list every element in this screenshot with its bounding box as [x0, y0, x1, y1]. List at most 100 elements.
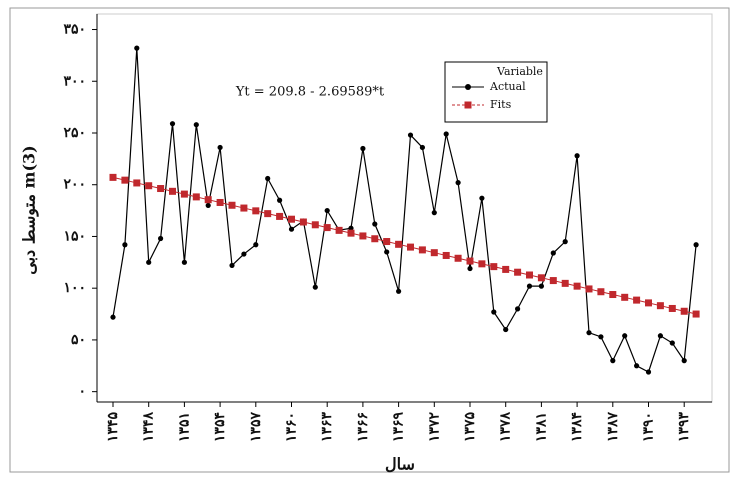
fit-marker	[299, 218, 307, 226]
data-point	[515, 306, 521, 312]
x-tick-label: ۱۳۹۳	[676, 412, 692, 443]
data-point	[146, 259, 152, 265]
y-tick-label: ۱۰۰	[63, 280, 86, 296]
data-point	[217, 144, 223, 151]
fit-marker	[335, 226, 343, 234]
fit-marker	[133, 179, 141, 187]
data-point	[277, 197, 283, 203]
data-point	[503, 326, 509, 333]
y-tick-label: ۲۵۰	[63, 125, 86, 141]
x-tick-label: ۱۳۶۳	[319, 412, 335, 443]
fit-marker	[311, 221, 319, 229]
fit-marker	[264, 210, 272, 218]
fit-marker	[347, 229, 355, 237]
y-tick-label: ۰	[78, 384, 86, 400]
data-point	[479, 195, 485, 201]
fit-marker	[609, 291, 617, 299]
data-point	[348, 225, 354, 231]
data-point	[372, 221, 378, 227]
data-point	[467, 265, 473, 272]
x-tick-label: ۱۳۶۶	[355, 412, 371, 442]
data-point	[455, 180, 461, 186]
fit-marker	[442, 251, 450, 259]
fit-marker	[561, 279, 569, 287]
data-point	[431, 210, 437, 216]
data-point	[265, 175, 271, 182]
data-point	[693, 242, 699, 248]
y-tick-label: ۱۵۰	[63, 228, 86, 244]
data-point	[538, 283, 545, 289]
fit-marker	[430, 249, 438, 257]
data-point	[193, 122, 199, 128]
fit-marker	[359, 232, 367, 240]
fit-marker	[621, 293, 629, 301]
data-point	[657, 333, 664, 339]
legend-label: Fits	[490, 98, 512, 111]
fit-marker	[323, 224, 331, 232]
x-tick-label: ۱۳۶۹	[391, 412, 407, 443]
x-tick-label: ۱۳۶۰	[284, 412, 300, 442]
x-tick-label: ۱۳۸۴	[569, 412, 585, 442]
x-tick-label: ۱۳۴۵	[105, 412, 121, 443]
fit-marker	[502, 265, 510, 273]
y-tick-label: ۳۰۰	[63, 73, 86, 89]
legend-label: Actual	[489, 80, 526, 93]
legend-marker	[465, 84, 471, 90]
fit-marker	[597, 288, 605, 296]
data-point	[598, 334, 604, 340]
x-tick-label: ۱۳۹۰	[641, 412, 657, 442]
data-point	[491, 309, 497, 315]
fit-marker	[395, 240, 403, 248]
x-tick-label: ۱۳۸۷	[605, 412, 621, 443]
x-tick-label: ۱۳۴۸	[141, 412, 157, 443]
data-point	[384, 249, 390, 255]
fit-marker	[121, 176, 129, 184]
fit-marker	[418, 246, 426, 254]
data-point	[158, 235, 164, 242]
data-point	[526, 283, 533, 289]
fit-marker	[276, 212, 284, 220]
fit-marker	[204, 196, 212, 204]
x-axis-label: سال	[385, 455, 415, 474]
data-point	[645, 369, 652, 375]
data-point	[205, 202, 211, 209]
fit-marker	[407, 243, 414, 251]
x-tick-label: ۱۳۵۴	[212, 412, 228, 442]
x-tick-label: ۱۳۷۲	[426, 412, 442, 443]
data-point	[550, 250, 556, 256]
data-point	[122, 242, 128, 248]
fit-marker	[288, 215, 295, 223]
data-point	[253, 242, 259, 248]
data-point	[681, 358, 687, 364]
fit-marker	[478, 260, 486, 268]
fit-marker	[109, 173, 117, 181]
x-tick-label: ۱۳۵۱	[176, 412, 192, 442]
fit-marker	[549, 277, 557, 285]
fit-marker	[252, 207, 260, 215]
equation: Yt = 209.8 - 2.69589*t	[235, 85, 385, 100]
data-point	[622, 333, 628, 339]
data-point	[169, 121, 176, 127]
y-axis-label: متوسط دبی m(3)	[20, 145, 40, 275]
fit-marker	[228, 201, 236, 209]
data-point	[181, 259, 187, 265]
data-point	[586, 330, 592, 336]
data-point	[288, 226, 295, 232]
data-point	[324, 207, 330, 214]
data-point	[562, 239, 568, 245]
fit-marker	[680, 307, 688, 315]
data-point	[312, 284, 318, 290]
data-point	[241, 251, 247, 257]
fit-marker	[526, 271, 533, 279]
data-point	[134, 45, 140, 51]
x-tick-label: ۱۳۸۱	[533, 412, 549, 442]
data-point	[610, 358, 616, 364]
fit-marker	[585, 285, 593, 293]
fit-marker	[573, 282, 581, 290]
data-point	[669, 340, 675, 346]
fit-marker	[645, 299, 652, 307]
fit-marker	[240, 204, 248, 212]
data-point	[634, 363, 640, 369]
legend-marker	[464, 101, 472, 109]
